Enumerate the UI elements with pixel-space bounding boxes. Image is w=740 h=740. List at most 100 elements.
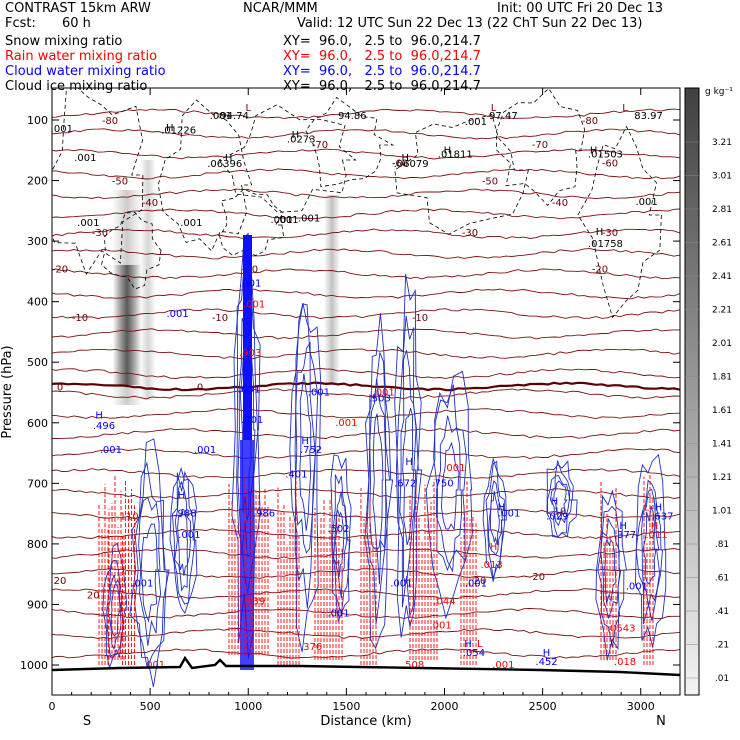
extremum-label: .001 — [373, 388, 395, 399]
colorbar-label: 3.21 — [712, 138, 732, 148]
cloud-ice-contour — [305, 96, 395, 188]
extremum-label: H — [166, 123, 174, 134]
isotherm-label: -10 — [412, 313, 428, 324]
extremum-label: .986 — [253, 509, 275, 520]
y-tick-label: 600 — [27, 417, 48, 430]
y-tick-label: 900 — [27, 598, 48, 611]
x-tick-label: 0 — [49, 700, 56, 713]
isotherm-line — [52, 328, 680, 340]
extremum-label: .029 — [546, 512, 568, 523]
cloud-water-contour — [110, 583, 121, 637]
cloud-water-contour — [487, 480, 504, 556]
colorbar-label: 1.41 — [712, 440, 732, 450]
plot-area: -80 -80 -70 -70 -60 -60 -50 -50 -40 -40 -30 -30 -30 -… — [52, 88, 680, 687]
cloud-ice-contour — [52, 88, 144, 275]
cloud-water-contour — [549, 474, 571, 527]
isotherm-line — [52, 308, 680, 319]
extremum-label: H — [490, 542, 498, 553]
cloud-water-contour — [289, 302, 322, 653]
extremum-label: .01226 — [161, 125, 196, 136]
extremum-label: .054 — [463, 648, 485, 659]
colorbar-label: 1.21 — [712, 473, 732, 483]
y-tick-label: 800 — [27, 538, 48, 551]
extremum-label: .001 — [308, 388, 330, 399]
extremum-label: .001 — [270, 215, 292, 226]
extremum-label: .001 — [241, 415, 263, 426]
cloud-water-contour — [134, 461, 168, 670]
cloud-ice-contour — [496, 88, 586, 207]
cloud-water-contour — [334, 509, 345, 578]
cloud-ice-contour — [394, 114, 529, 235]
extremum-label: .01758 — [588, 239, 623, 250]
extremum-label: .001 — [626, 581, 648, 592]
extremum-label: .001 — [298, 214, 320, 225]
cloud-water-contour — [425, 370, 473, 620]
isotherm-label: 0 — [197, 382, 203, 393]
extremum-label: .001 — [178, 530, 200, 541]
isotherm-line — [52, 348, 680, 360]
isotherm-label: -30 — [92, 228, 108, 239]
isotherm-line — [52, 248, 680, 260]
model-title: CONTRAST 15km ARW — [5, 1, 151, 16]
field-name-cloud-ice: Cloud ice mixing ratio — [5, 79, 148, 94]
extremum-label: .001 — [335, 418, 357, 429]
isotherm-label: -10 — [72, 313, 88, 324]
y-tick-label: 700 — [27, 477, 48, 490]
extremum-label: H — [444, 145, 452, 156]
y-tick-label: 1000 — [20, 659, 48, 672]
y-tick-label: 300 — [27, 235, 48, 248]
cloud-water-contour — [177, 508, 188, 576]
cloud-ice-contours — [52, 88, 662, 319]
extremum-label: .001 — [390, 578, 412, 589]
isotherm-label: 20 — [54, 576, 67, 587]
snow-shading — [112, 160, 340, 405]
isotherm-label: -30 — [462, 228, 478, 239]
y-tick-label: 500 — [27, 356, 48, 369]
init-time: Init: 00 UTC Fri 20 Dec 13 — [497, 1, 663, 16]
cloud-water-contour — [553, 480, 568, 521]
cloud-water-contour — [440, 441, 460, 531]
x-tick-label: 3000 — [627, 700, 655, 713]
extremum-label: .496 — [93, 421, 115, 432]
extremum-label: .01811 — [438, 150, 473, 161]
extremum-label: L — [644, 503, 650, 514]
extremum-label: .750 — [431, 478, 453, 489]
extremum-label: .637 — [651, 512, 673, 523]
colorbar-label: .81 — [715, 540, 729, 550]
colorbar-label: 1.01 — [712, 507, 732, 517]
isotherm-label: 20 — [474, 576, 487, 587]
cloud-water-contour — [169, 466, 198, 615]
extremum-label: 97.47 — [489, 111, 518, 122]
x-tick-label: 500 — [140, 700, 161, 713]
isotherm-line — [52, 508, 680, 520]
extremum-label: H — [655, 503, 663, 514]
isotherm-label: -80 — [102, 116, 118, 127]
cloud-water-contour — [546, 460, 573, 538]
extremum-label: L — [622, 103, 628, 114]
isotherm-line — [52, 228, 680, 239]
rain-water-contours — [98, 470, 654, 665]
extremum-label: .001 — [131, 578, 153, 589]
cloud-water-contour — [597, 505, 622, 648]
cloud-water-contours — [102, 232, 667, 687]
extremum-label: .452 — [535, 657, 557, 668]
extremum-label: .001 — [100, 445, 122, 456]
isotherm-line — [52, 268, 680, 280]
isotherm-line — [52, 488, 680, 500]
terrain-profile — [52, 655, 680, 677]
cloud-water-contour — [546, 460, 578, 538]
colorbar-label: 1.61 — [712, 406, 732, 416]
isotherm-line — [52, 168, 680, 180]
y-tick-label: 400 — [27, 296, 48, 309]
extremum-label: H — [405, 457, 413, 468]
extremum-label: H — [543, 648, 551, 659]
extrema-labels: .001.001.001.001.001.001.001H.01226L.001… — [52, 103, 673, 671]
extremum-label: .0543 — [607, 624, 636, 635]
endpoint-right: N — [656, 714, 666, 729]
fcst-label: Fcst: — [5, 16, 36, 31]
extremum-label: .110 — [116, 512, 138, 523]
isotherm-line — [52, 128, 680, 140]
extremum-label: .001 — [239, 279, 261, 290]
extremum-label: .903 — [239, 348, 261, 359]
valid-time: Valid: 12 UTC Sun 22 Dec 13 (22 ChT Sun … — [297, 16, 643, 31]
